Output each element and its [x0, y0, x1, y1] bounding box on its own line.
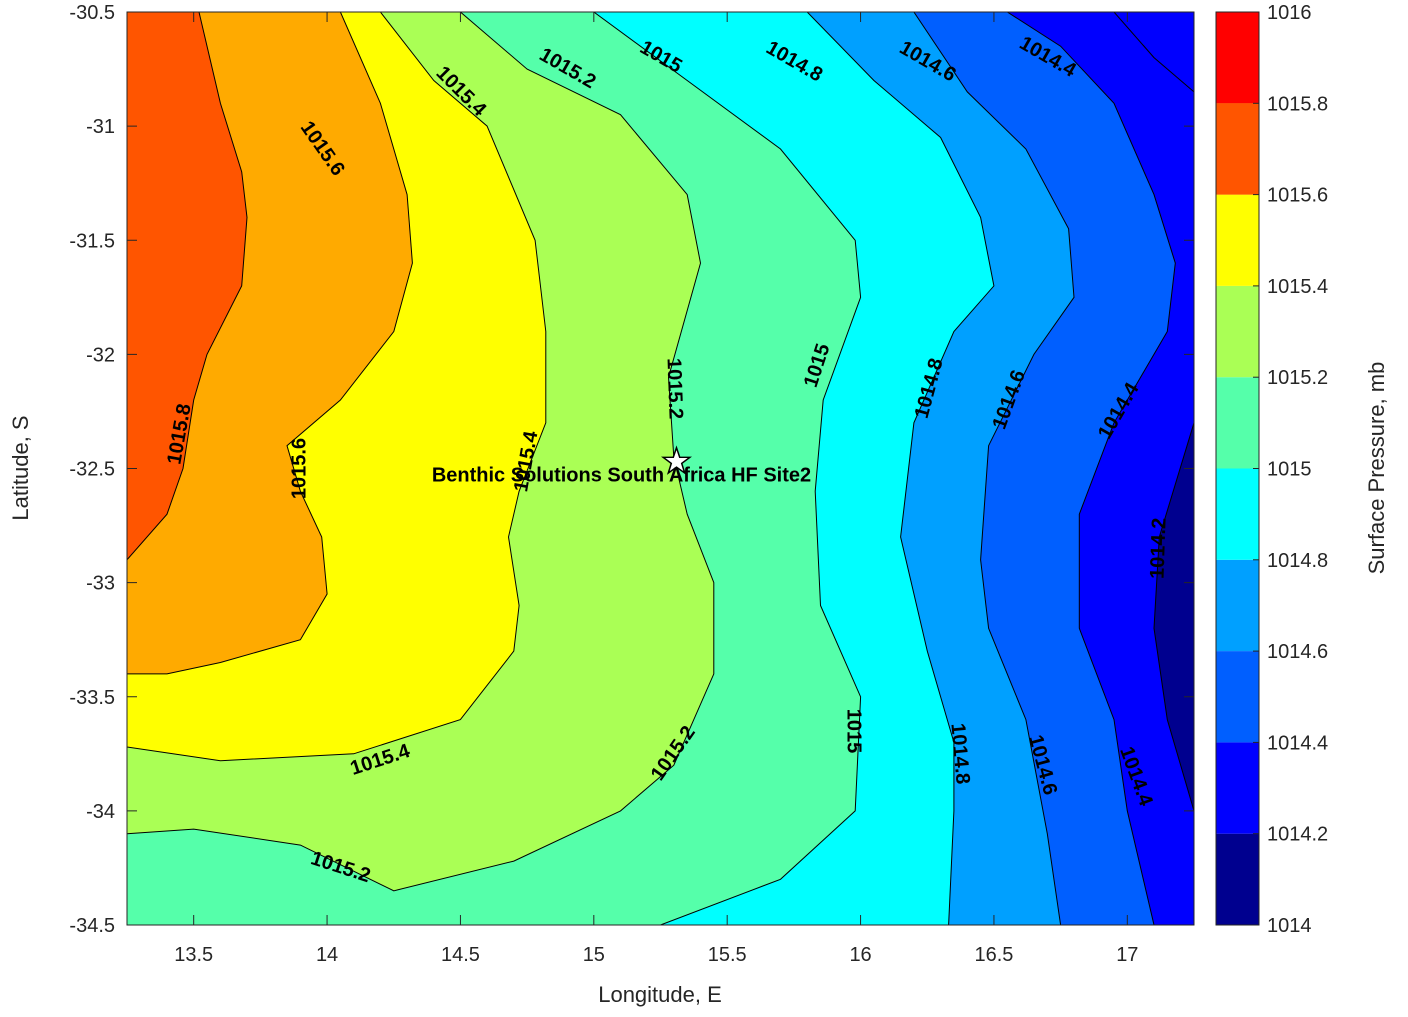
contour-label: 1015 [842, 709, 864, 754]
colorbar-tick-label: 1014.4 [1267, 732, 1328, 754]
colorbar: 1016 1015.8 1015.6 1015.4 1015.2 1015 1014.8 10… [1215, 2, 1328, 937]
y-tick-label: -30.5 [69, 2, 115, 24]
contour-label: 1015.2 [662, 358, 686, 420]
colorbar-tick-label: 1015.8 [1267, 93, 1328, 115]
colorbar-label: Surface Pressure, mb [1364, 362, 1389, 575]
contour-label: 1014.8 [946, 722, 973, 785]
contour-fill [127, 12, 1194, 925]
isoline-1015 [593, 12, 862, 925]
colorbar-tick-label: 1015.6 [1267, 185, 1328, 207]
y-tick-label: -31 [86, 116, 115, 138]
x-tick-label: 16 [849, 944, 871, 966]
colorbar-tick-label: 1016 [1267, 2, 1312, 24]
y-axis: -30.5 -31 -31.5 -32 -32.5 -33 -33.5 -34 -34.5 [69, 2, 1194, 937]
colorbar-band [1216, 194, 1259, 286]
y-tick-label: -32 [86, 344, 115, 366]
isoline-1014-8 [806, 12, 995, 925]
isoline-1015-4 [127, 12, 547, 762]
x-tick-label: 15.5 [708, 944, 747, 966]
x-tick-label: 14 [316, 944, 338, 966]
isoline-1014-4 [1007, 12, 1176, 925]
colorbar-tick-label: 1014 [1267, 915, 1312, 937]
site-label: Benthic Solutions South Africa HF Site2 [432, 465, 811, 487]
x-axis-label: Longitude, E [598, 982, 722, 1007]
isoline-1014-6 [913, 12, 1075, 925]
isoline-1014-2 [1153, 422, 1194, 812]
y-tick-label: -32.5 [69, 459, 115, 481]
isoline-1015-6 [127, 12, 413, 675]
fill-band-1015-8 [127, 12, 247, 560]
colorbar-band [1216, 377, 1259, 469]
colorbar-tick-label: 1014.8 [1267, 550, 1328, 572]
x-axis: 13.5 14 14.5 15 15.5 16 16.5 17 [174, 12, 1138, 966]
colorbar-band [1216, 285, 1259, 378]
colorbar-tick-label: 1015.4 [1267, 276, 1328, 298]
colorbar-band [1216, 651, 1259, 743]
colorbar-tick-label: 1014.2 [1267, 824, 1328, 846]
contour-lines [127, 12, 1194, 925]
colorbar-band [1216, 103, 1259, 195]
isoline-1015-8 [127, 12, 248, 561]
y-tick-label: -34 [86, 801, 115, 823]
x-tick-label: 16.5 [974, 944, 1013, 966]
y-tick-label: -33.5 [69, 687, 115, 709]
colorbar-tick-label: 1015.2 [1267, 367, 1328, 389]
y-axis-label: Latitude, S [8, 415, 33, 520]
site-star-icon [660, 445, 693, 475]
isoline-1014-2 [1113, 12, 1194, 93]
x-tick-label: 17 [1116, 944, 1138, 966]
colorbar-band [1216, 742, 1259, 834]
colorbar-band [1216, 559, 1259, 652]
colorbar-band [1216, 12, 1259, 104]
y-tick-label: -33 [86, 573, 115, 595]
site-marker: Benthic Solutions South Africa HF Site2 [432, 445, 811, 487]
x-tick-label: 14.5 [441, 944, 480, 966]
colorbar-tick-label: 1014.6 [1267, 641, 1328, 663]
contour-label: 1015.6 [289, 438, 311, 499]
colorbar-band [1216, 833, 1259, 925]
contour-label: 1014.2 [1147, 517, 1171, 579]
isoline-1015-2 [127, 12, 715, 892]
x-tick-label: 15 [583, 944, 605, 966]
y-tick-label: -31.5 [69, 230, 115, 252]
colorbar-band [1216, 468, 1259, 560]
colorbar-tick-label: 1015 [1267, 459, 1312, 481]
y-tick-label: -34.5 [69, 915, 115, 937]
x-tick-label: 13.5 [174, 944, 213, 966]
